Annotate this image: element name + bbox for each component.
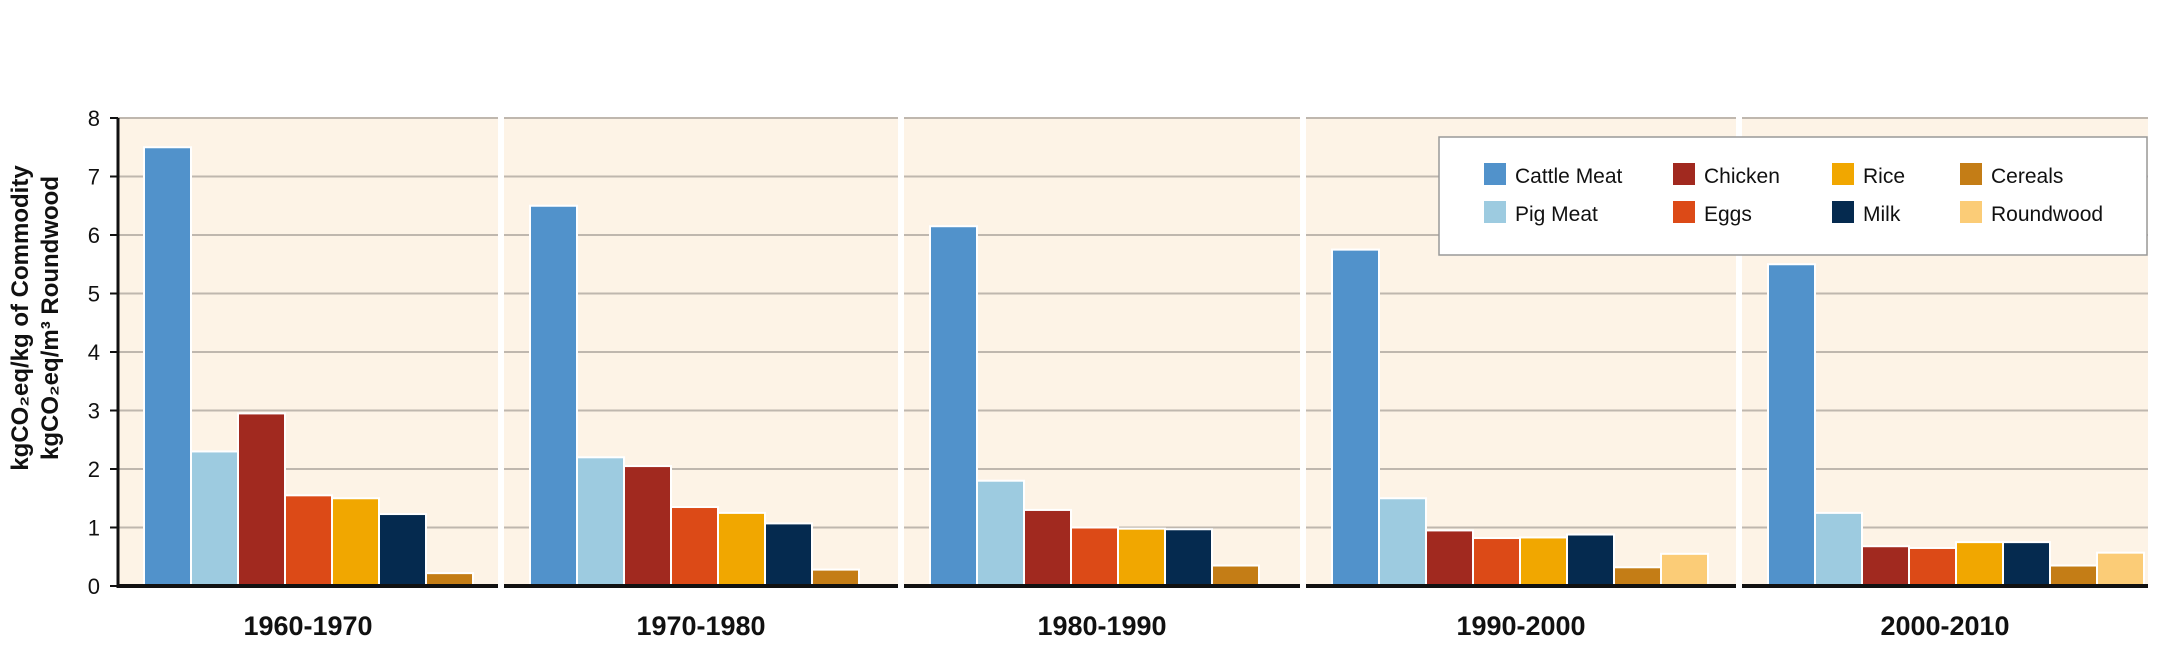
panel-1990-2000: 1990-2000 xyxy=(1306,117,1736,641)
legend-label: Milk xyxy=(1863,203,1901,226)
legend-item-cattle-meat: Cattle Meat xyxy=(1484,163,1623,188)
bar-pig-meat xyxy=(1814,511,1863,587)
bar-rice xyxy=(717,511,766,587)
legend-label: Roundwood xyxy=(1991,203,2103,226)
bar-eggs xyxy=(670,506,719,587)
legend-swatch xyxy=(1484,201,1506,223)
chart-panels: 1960-1970 1970-1980 1980-1990 1990-2000 2000… xyxy=(118,117,2148,641)
bar-milk xyxy=(1164,528,1213,588)
legend-box xyxy=(1438,136,2148,256)
bar-cattle-meat xyxy=(143,146,192,587)
bar-pig-meat xyxy=(976,479,1025,588)
bar-eggs xyxy=(1472,537,1521,588)
y-tick-label: 4 xyxy=(88,340,100,365)
y-axis-label: kgCO₂eq/kg of Commodity kgCO₂eq/m³ Roundw… xyxy=(7,165,64,471)
bar-pig-meat xyxy=(190,450,239,588)
panel-1960-1970: 1960-1970 xyxy=(118,117,498,641)
legend-label: Cattle Meat xyxy=(1515,165,1623,188)
x-tick-label: 1990-2000 xyxy=(1456,611,1585,641)
legend-label: Pig Meat xyxy=(1515,203,1598,226)
bar-cattle-meat xyxy=(1767,263,1816,587)
panel-1970-1980: 1970-1980 xyxy=(504,117,898,641)
legend-item-pig-meat: Pig Meat xyxy=(1484,201,1598,226)
legend-item-cereals: Cereals xyxy=(1960,163,2063,188)
legend-swatch xyxy=(1484,163,1506,185)
legend-item-rice: Rice xyxy=(1832,163,1905,188)
y-axis: 0 1 2 3 4 5 6 7 8 xyxy=(88,106,120,599)
bar-cattle-meat xyxy=(1331,248,1380,587)
bar-milk xyxy=(764,522,813,588)
bar-roundwood xyxy=(2096,551,2145,588)
legend-swatch xyxy=(1673,201,1695,223)
legend-item-chicken: Chicken xyxy=(1673,163,1780,188)
bar-chicken xyxy=(1023,508,1072,588)
legend-swatch xyxy=(1832,201,1854,223)
bar-cattle-meat xyxy=(929,225,978,587)
legend-swatch xyxy=(1832,163,1854,185)
legend-label: Cereals xyxy=(1991,165,2063,188)
legend-swatch xyxy=(1960,163,1982,185)
bar-chicken xyxy=(623,465,672,588)
bar-cereals xyxy=(1211,564,1260,588)
bar-rice xyxy=(331,497,380,587)
bar-cattle-meat xyxy=(529,204,578,587)
bar-rice xyxy=(1519,536,1568,588)
y-tick-label: 7 xyxy=(88,165,100,190)
legend-swatch xyxy=(1673,163,1695,185)
bar-milk xyxy=(2002,541,2051,587)
bar-chicken xyxy=(1425,529,1474,587)
bar-cereals xyxy=(811,568,860,587)
legend-label: Chicken xyxy=(1704,165,1780,188)
x-tick-label: 1960-1970 xyxy=(243,611,372,641)
y-tick-label: 6 xyxy=(88,223,100,248)
y-tick-label: 1 xyxy=(88,516,100,541)
bar-eggs xyxy=(1070,526,1119,587)
y-tick-label: 0 xyxy=(88,574,100,599)
bar-eggs xyxy=(1908,546,1957,587)
bar-rice xyxy=(1117,527,1166,587)
panel-1980-1990: 1980-1990 xyxy=(904,117,1300,641)
legend-item-eggs: Eggs xyxy=(1673,201,1752,226)
y-tick-label: 5 xyxy=(88,282,100,307)
bar-milk xyxy=(378,513,427,587)
bar-cereals xyxy=(1613,566,1662,588)
x-tick-label: 1980-1990 xyxy=(1037,611,1166,641)
legend-label: Eggs xyxy=(1704,203,1752,226)
y-tick-label: 2 xyxy=(88,457,100,482)
y-axis-label-line2: kgCO₂eq/m³ Roundwood xyxy=(37,176,64,460)
bar-rice xyxy=(1955,541,2004,587)
legend: Cattle Meat Pig Meat Chicken Eggs Rice Milk Ce… xyxy=(1438,136,2148,256)
legend-item-milk: Milk xyxy=(1832,201,1901,226)
x-tick-label: 2000-2010 xyxy=(1880,611,2009,641)
bar-chicken xyxy=(1861,545,1910,587)
bar-eggs xyxy=(284,494,333,588)
bar-pig-meat xyxy=(576,456,625,587)
bar-chicken xyxy=(237,412,286,587)
legend-label: Rice xyxy=(1863,165,1905,188)
y-tick-label: 3 xyxy=(88,399,100,424)
bar-roundwood xyxy=(1660,552,1709,588)
bar-cereals xyxy=(2049,564,2098,588)
bar-pig-meat xyxy=(1378,497,1427,587)
legend-swatch xyxy=(1960,201,1982,223)
legend-item-roundwood: Roundwood xyxy=(1960,201,2103,226)
y-axis-label-line1: kgCO₂eq/kg of Commodity xyxy=(7,165,34,471)
x-tick-label: 1970-1980 xyxy=(636,611,765,641)
bar-milk xyxy=(1566,533,1615,588)
y-tick-label: 8 xyxy=(88,106,100,131)
